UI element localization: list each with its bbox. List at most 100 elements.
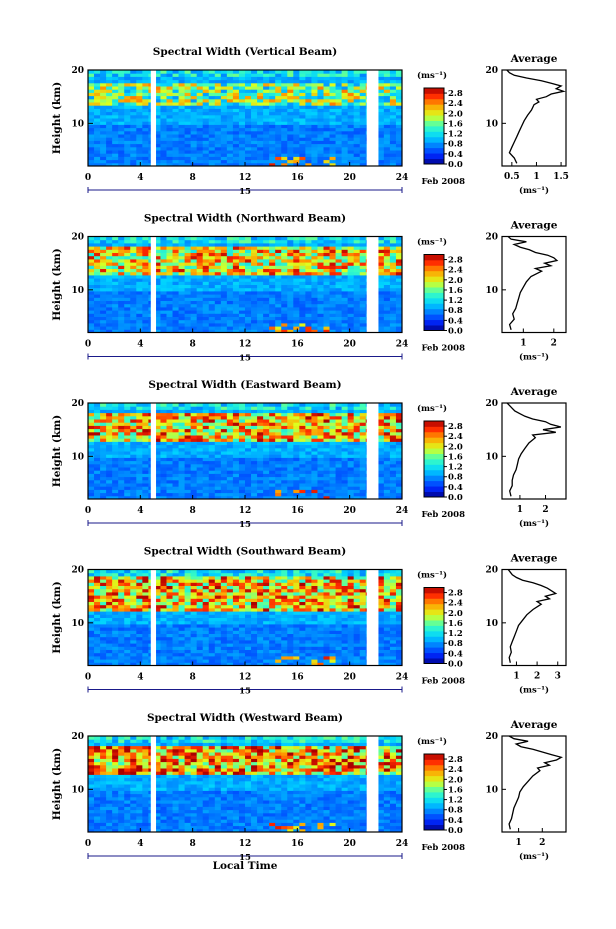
heatmap-cell <box>130 412 137 417</box>
heatmap-cell <box>317 82 324 87</box>
heatmap-cell <box>220 409 228 414</box>
heatmap-cell <box>281 300 288 305</box>
heatmap-cell <box>245 79 252 84</box>
heatmap-cell <box>293 246 300 250</box>
heatmap-cell <box>106 242 113 247</box>
heatmap-cell <box>395 89 403 93</box>
heatmap-cell <box>142 134 149 138</box>
heatmap-cell <box>142 313 149 317</box>
heatmap-cell <box>329 73 337 77</box>
heatmap-cell <box>112 329 119 333</box>
heatmap-cell <box>178 137 186 141</box>
heatmap-cell <box>172 492 180 497</box>
heatmap-cell <box>299 479 306 484</box>
heatmap-cell <box>377 470 385 474</box>
heatmap-cell <box>196 306 204 311</box>
heatmap-cell <box>245 258 252 263</box>
heatmap-cell <box>136 143 143 148</box>
heatmap-cell <box>130 274 137 279</box>
colorbar-tick-label: 1.6 <box>448 119 463 129</box>
heatmap-cell <box>106 300 113 305</box>
heatmap-cell <box>389 249 397 253</box>
heatmap-cell <box>88 274 95 279</box>
y-tick-label: 10 <box>71 286 84 296</box>
heatmap-cell <box>281 425 288 430</box>
heatmap-cell <box>130 86 137 90</box>
heatmap-cell <box>293 76 300 81</box>
heatmap-cell <box>299 242 306 247</box>
heatmap-cell <box>251 300 258 305</box>
heatmap-cell <box>275 415 282 420</box>
heatmap-cell <box>293 479 300 484</box>
heatmap-cell <box>251 329 258 333</box>
heatmap-cell <box>305 284 312 289</box>
heatmap-cell <box>196 489 204 494</box>
heatmap-cell <box>232 322 240 327</box>
heatmap-cell <box>226 265 234 269</box>
heatmap-cell <box>100 242 107 247</box>
heatmap-cell <box>172 79 180 84</box>
heatmap-cell <box>220 495 228 500</box>
heatmap-cell <box>238 281 246 285</box>
heatmap-cell <box>100 124 107 129</box>
heatmap-cell <box>263 403 270 407</box>
heatmap-cell <box>88 431 95 436</box>
heatmap-cell <box>88 659 95 663</box>
heatmap-cell <box>299 431 306 436</box>
heatmap-cell <box>269 95 276 100</box>
heatmap-cell <box>166 134 174 138</box>
heatmap-cell <box>275 146 282 151</box>
heatmap-cell <box>226 329 234 333</box>
heatmap-cell <box>353 460 361 465</box>
heatmap-cell <box>124 134 131 138</box>
heatmap-cell <box>166 451 174 455</box>
heatmap-cell <box>220 483 228 487</box>
heatmap-cell <box>347 70 355 74</box>
heatmap-cell <box>100 611 107 615</box>
heatmap-cell <box>232 76 240 81</box>
heatmap-cell <box>389 153 397 157</box>
heatmap-cell <box>347 409 355 414</box>
heatmap-cell <box>160 252 167 257</box>
heatmap-cell <box>305 303 312 308</box>
heatmap-cell <box>275 114 282 119</box>
heatmap-cell <box>299 73 306 77</box>
heatmap-cell <box>383 406 391 410</box>
heatmap-cell <box>287 403 294 407</box>
heatmap-cell <box>160 153 167 157</box>
heatmap-cell <box>142 252 149 257</box>
heatmap-cell <box>293 114 300 119</box>
heatmap-cell <box>100 102 107 106</box>
heatmap-cell <box>142 435 149 439</box>
heatmap-cell <box>263 242 270 247</box>
heatmap-cell <box>202 105 210 109</box>
heatmap-cell <box>347 121 355 125</box>
heatmap-cell <box>383 249 391 253</box>
heatmap-cell <box>287 483 294 487</box>
heatmap-cell <box>341 495 349 500</box>
heatmap-cell <box>130 287 137 292</box>
heatmap-cell <box>293 140 300 145</box>
heatmap-cell <box>208 156 216 161</box>
heatmap-cell <box>359 306 367 311</box>
heatmap-cell <box>166 419 174 423</box>
heatmap-cell <box>359 130 367 135</box>
heatmap-cell <box>196 114 204 119</box>
heatmap-cell <box>94 598 101 602</box>
heatmap-cell <box>335 249 343 253</box>
heatmap-cell <box>293 326 300 330</box>
heatmap-cell <box>226 105 234 109</box>
colorbar-swatch <box>424 158 444 165</box>
heatmap-cell <box>299 438 306 442</box>
heatmap-cell <box>389 86 397 90</box>
heatmap-cell <box>335 79 343 84</box>
heatmap-cell <box>202 457 210 462</box>
heatmap-cell <box>305 326 312 330</box>
heatmap-cell <box>275 479 282 484</box>
heatmap-cell <box>124 159 131 164</box>
heatmap-cell <box>341 118 349 122</box>
heatmap-cell <box>238 492 246 497</box>
heatmap-cell <box>299 409 306 414</box>
heatmap-cell <box>341 153 349 157</box>
heatmap-cell <box>383 486 391 490</box>
